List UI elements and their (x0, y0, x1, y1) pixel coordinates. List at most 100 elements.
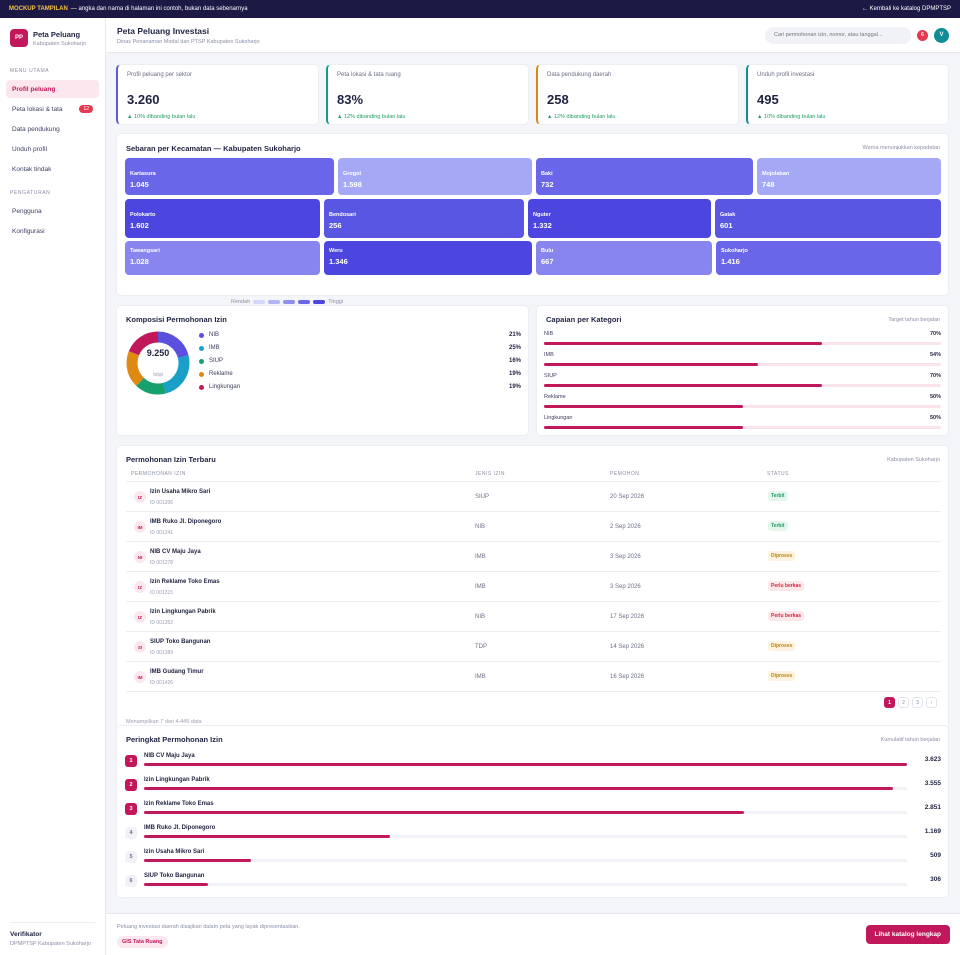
rank-number: 1 (125, 755, 137, 767)
tile-name: Grogol (343, 171, 362, 177)
achievement-row: IMB 54% (544, 352, 941, 366)
sidebar-item-pengguna[interactable]: Pengguna (6, 202, 99, 220)
achievement-row-head: NIB 70% (544, 331, 941, 337)
kpi-label: Unduh profil investasi (757, 72, 815, 78)
treemap-tile[interactable]: Nguter 1.332 (528, 199, 711, 238)
donut-total: 9.250 (146, 348, 170, 358)
page-button[interactable]: 1 (884, 697, 895, 708)
permit-name[interactable]: Izin Lingkungan Pabrik (150, 609, 216, 615)
user-avatar[interactable]: V (934, 27, 949, 43)
permit-name[interactable]: SIUP Toko Bangunan (150, 639, 211, 645)
achievement-row: Reklame 50% (544, 394, 941, 408)
kpi-value: 258 (547, 92, 569, 107)
kpi-card-unduh[interactable]: Unduh profil investasi 495 ▲ 10% dibandi… (746, 64, 949, 125)
tile-value: 667 (541, 257, 554, 266)
treemap-tile[interactable]: Mojolaban 748 (757, 158, 941, 195)
kpi-change: ▲ 12% dibanding bulan lalu (337, 114, 406, 120)
treemap-tile[interactable]: Weru 1.346 (324, 241, 532, 275)
table-row[interactable]: IM IMB Ruko Jl. Diponegoro ID 001241 NIB 2 S… (126, 512, 941, 542)
donut-slice-imb[interactable] (126, 331, 190, 395)
treemap-tile[interactable]: Polokarto 1.602 (125, 199, 320, 238)
footer-chip[interactable]: GIS Tata Ruang (117, 936, 168, 948)
legend-label: SIUP (209, 358, 224, 364)
brand-subtitle: Kabupaten Sukoharjo (33, 40, 86, 47)
pagination: 1 2 3 › (881, 697, 937, 708)
treemap-tile[interactable]: Grogol 1.598 (338, 158, 532, 195)
rank-name: IMB Ruko Jl. Diponegoro (144, 825, 216, 831)
rank-track (144, 787, 907, 790)
permit-name[interactable]: IMB Gudang Timur (150, 669, 204, 675)
sidebar-item-peta-lokasi[interactable]: Peta lokasi & tata 12 (6, 100, 99, 118)
treemap-tile[interactable]: Gatak 601 (715, 199, 941, 238)
kpi-card-profil[interactable]: Profil peluang per sektor 3.260 ▲ 10% di… (116, 64, 319, 125)
donut-legend-item: NIB 21% (199, 332, 521, 338)
page-button[interactable]: 3 (912, 697, 923, 708)
ranking-title: Peringkat Permohonan Izin (126, 735, 223, 744)
sidebar-item-profil-peluang[interactable]: Profil peluang (6, 80, 99, 98)
permit-name[interactable]: IMB Ruko Jl. Diponegoro (150, 519, 222, 525)
ranking-note: Kumulatif tahun berjalan (880, 737, 940, 743)
kpi-card-data[interactable]: Data pendukung daerah 258 ▲ 12% dibandin… (536, 64, 739, 125)
treemap-tile[interactable]: Baki 732 (536, 158, 753, 195)
legend-swatches (250, 300, 326, 304)
table-row[interactable]: IZ Izin Usaha Mikro Sari ID 001206 SIUP 20 S… (126, 482, 941, 512)
search-input[interactable] (765, 26, 911, 44)
donut-legend-item: Reklame 19% (199, 371, 521, 377)
sidebar-item-kontak-tindak[interactable]: Kontak tindak (6, 160, 99, 178)
status-badge: Diproses (768, 641, 796, 651)
rank-track (144, 859, 907, 862)
table-row[interactable]: IM IMB Gudang Timur ID 001426 IMB 16 Sep 202… (126, 662, 941, 692)
rank-name: Izin Reklame Toko Emas (144, 801, 214, 807)
rank-name: Izin Lingkungan Pabrik (144, 777, 210, 783)
sidebar-item-data-pendukung[interactable]: Data pendukung (6, 120, 99, 138)
status-badge: Terbit (768, 521, 788, 531)
notification-bell-icon[interactable]: 6 (917, 29, 928, 41)
table-row[interactable]: SI SIUP Toko Bangunan ID 001389 TDP 14 Sep 2… (126, 632, 941, 662)
table-row[interactable]: NI NIB CV Maju Jaya ID 001278 IMB 3 Sep 2026… (126, 542, 941, 572)
back-to-catalog-link[interactable]: ← Kembali ke katalog DPMPTSP (861, 6, 951, 12)
tile-value: 1.416 (721, 257, 740, 266)
achievement-row-head: IMB 54% (544, 352, 941, 358)
permit-id: ID 001278 (150, 560, 174, 566)
table-row[interactable]: IZ Izin Lingkungan Pabrik ID 001352 NIB 17 S… (126, 602, 941, 632)
header-divider (126, 481, 941, 482)
legend-swatch (283, 300, 296, 304)
treemap-tile[interactable]: Bulu 667 (536, 241, 712, 275)
kpi-value: 3.260 (127, 92, 160, 107)
treemap-tile[interactable]: Tawangsari 1.028 (125, 241, 320, 275)
rank-fill (144, 787, 893, 790)
permit-name[interactable]: NIB CV Maju Jaya (150, 549, 201, 555)
sidebar-item-unduh-profil[interactable]: Unduh profil (6, 140, 99, 158)
legend-label: IMB (209, 345, 220, 351)
rank-value: 306 (930, 876, 941, 883)
rank-track (144, 763, 907, 766)
table-row[interactable]: IZ Izin Reklame Toko Emas ID 001315 IMB 3 Se… (126, 572, 941, 602)
brand-title: Peta Peluang (33, 29, 81, 39)
tile-name: Weru (329, 248, 343, 254)
permit-name[interactable]: Izin Usaha Mikro Sari (150, 489, 211, 495)
donut-slice-reklame[interactable] (126, 331, 190, 395)
page-title: Peta Peluang Investasi (117, 25, 210, 36)
page-button[interactable]: 2 (898, 697, 909, 708)
tile-name: Bendosari (329, 212, 356, 218)
permit-type: NIB (475, 614, 486, 620)
treemap-tile[interactable]: Sukoharjo 1.416 (716, 241, 941, 275)
donut-slice-lingkungan[interactable] (126, 331, 190, 395)
sidebar-item-konfigurasi[interactable]: Konfigurasi (6, 222, 99, 240)
achievement-row: Lingkungan 50% (544, 415, 941, 429)
permit-name[interactable]: Izin Reklame Toko Emas (150, 579, 220, 585)
tile-name: Baki (541, 171, 553, 177)
permit-id: ID 001206 (150, 500, 174, 506)
legend-dot (199, 358, 204, 364)
treemap-tile[interactable]: Bendosari 256 (324, 199, 524, 238)
kpi-card-peta[interactable]: Peta lokasi & tata ruang 83% ▲ 12% diban… (326, 64, 529, 125)
donut-slice-siup[interactable] (126, 331, 190, 395)
page-button[interactable]: › (926, 697, 937, 708)
tile-value: 601 (720, 221, 733, 230)
rank-number: 6 (125, 875, 137, 887)
view-catalog-button[interactable]: Lihat katalog lengkap (865, 925, 950, 944)
status-badge: Terbit (768, 491, 788, 501)
treemap-tile[interactable]: Kartasura 1.045 (125, 158, 334, 195)
achievement-fill (544, 405, 743, 408)
rank-number: 5 (125, 851, 137, 863)
